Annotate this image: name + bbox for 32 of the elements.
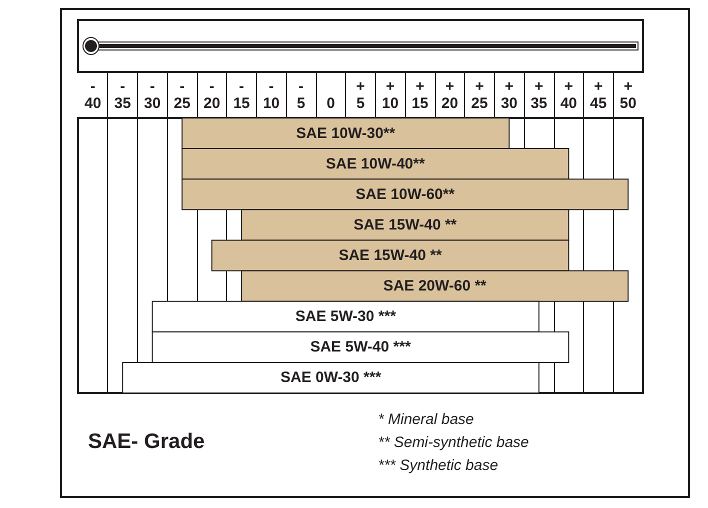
x-tick-label: -35	[114, 78, 131, 112]
x-tick-label: -25	[174, 78, 190, 112]
x-tick-label: +45	[590, 78, 607, 112]
x-tick-label: +10	[382, 78, 399, 112]
y-tick-label: SAE 20W-60 **	[383, 278, 487, 295]
x-tick-label: +5	[356, 78, 366, 112]
y-tick-label: SAE 10W-40**	[326, 155, 425, 172]
y-tick-label: SAE 5W-40 ***	[310, 338, 411, 356]
y-tick-label: SAE 10W-30**	[296, 124, 396, 142]
x-tick-label: +15	[412, 78, 428, 112]
y-tick-label: SAE 15W-40 **	[338, 247, 442, 264]
x-tick-label: +20	[441, 78, 458, 112]
x-tick-label: +35	[530, 78, 548, 112]
x-tick-label: -30	[144, 78, 161, 112]
y-tick-label: SAE 15W-40 **	[354, 216, 457, 234]
x-tick-label: 0	[326, 95, 335, 112]
x-tick-label: -20	[203, 78, 220, 112]
text: ** Semi-synthetic base	[378, 434, 529, 451]
y-tick-label: SAE 0W-30 ***	[280, 369, 382, 386]
x-tick-label: +25	[471, 78, 488, 112]
x-tick-label: +30	[500, 78, 518, 112]
x-tick-label: -5	[296, 78, 306, 112]
y-tick-label: SAE 5W-30 ***	[295, 308, 396, 326]
x-tick-label: -40	[84, 78, 102, 112]
text: SAE- Grade	[88, 430, 205, 453]
text: *** Synthetic base	[378, 457, 498, 474]
x-tick-label: +40	[560, 78, 577, 112]
x-tick-label: +50	[620, 78, 636, 112]
x-tick-label: -15	[233, 78, 250, 112]
x-tick-label: -10	[262, 78, 280, 112]
text: * Mineral base	[378, 411, 474, 428]
y-tick-label: SAE 10W-60**	[356, 186, 455, 203]
